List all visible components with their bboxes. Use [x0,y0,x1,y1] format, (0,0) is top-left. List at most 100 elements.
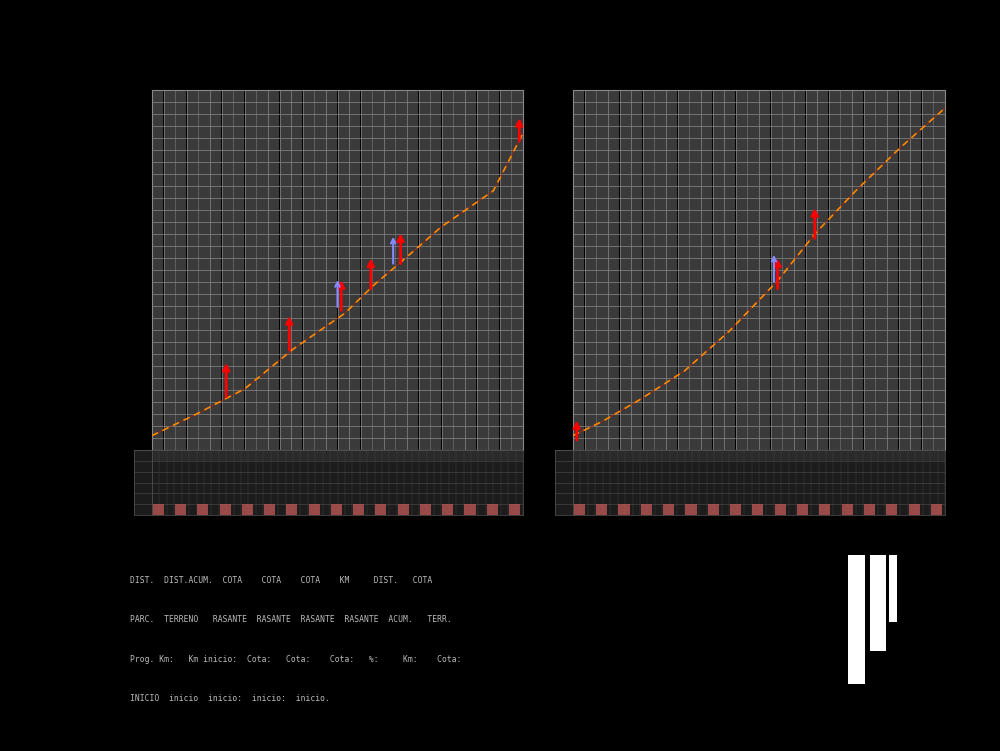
Bar [597,403,608,414]
Bar [431,186,441,198]
Bar [597,234,608,246]
Bar [655,198,666,210]
Bar [245,222,256,234]
Bar [631,439,642,450]
Bar [234,210,244,222]
Bar [608,258,619,270]
Bar [268,330,279,342]
Bar [701,439,712,450]
Bar [899,258,910,270]
Bar [465,210,476,222]
Bar [280,306,291,318]
Bar [152,270,163,282]
Bar [331,505,342,515]
Bar [876,138,887,149]
Bar [396,306,407,318]
Bar [500,294,511,306]
Bar [338,210,349,222]
Bar [419,354,430,366]
Bar [384,198,395,210]
Bar [934,330,945,342]
Bar [286,505,297,515]
Bar [748,318,759,330]
Bar [899,379,910,390]
Bar [899,174,910,185]
Bar [690,186,701,198]
Bar [841,162,852,173]
Bar [257,439,268,450]
Bar [512,427,523,438]
Bar [489,270,499,282]
Bar [910,294,921,306]
Bar [338,403,349,414]
Bar [817,90,828,101]
Bar [678,222,689,234]
Bar [620,258,631,270]
Bar [210,234,221,246]
Bar [690,174,701,185]
Bar [817,234,828,246]
Bar [303,246,314,258]
Bar [748,427,759,438]
Bar [373,198,384,210]
Bar [724,270,735,282]
Bar [338,138,349,149]
Bar [396,222,407,234]
Bar [512,126,523,137]
Bar [349,126,360,137]
Bar [666,210,677,222]
Bar [465,126,476,137]
Bar [222,427,233,438]
Bar [326,90,337,101]
Bar [384,403,395,414]
Bar [701,391,712,402]
Bar [806,306,817,318]
Bar [512,391,523,402]
Bar [817,318,828,330]
Bar [361,354,372,366]
Bar [852,415,863,426]
Bar [585,403,596,414]
Bar [477,439,488,450]
Bar [876,162,887,173]
Bar [500,427,511,438]
Bar [748,150,759,161]
Bar [338,162,349,173]
Bar [643,330,654,342]
Bar [176,366,186,378]
Bar [326,403,337,414]
Bar [910,150,921,161]
Bar [736,366,747,378]
Bar [887,439,898,450]
Bar [477,186,488,198]
Bar [573,450,945,461]
Bar [338,318,349,330]
Bar [222,150,233,161]
Bar [280,379,291,390]
Bar [887,427,898,438]
Bar [608,354,619,366]
Bar [585,282,596,294]
Bar [407,403,418,414]
Bar [164,342,175,354]
Bar [841,126,852,137]
Bar [303,150,314,161]
Bar [442,505,453,515]
Bar [431,379,441,390]
Bar [817,366,828,378]
Bar [442,294,453,306]
Bar [280,150,291,161]
Bar [794,174,805,185]
Bar [315,246,326,258]
Bar [852,126,863,137]
Bar [899,330,910,342]
Bar [431,306,441,318]
Bar [245,282,256,294]
Bar [666,258,677,270]
Bar [152,186,163,198]
Bar [678,234,689,246]
Bar [303,234,314,246]
Bar [234,342,244,354]
Bar [222,330,233,342]
Bar [361,306,372,318]
